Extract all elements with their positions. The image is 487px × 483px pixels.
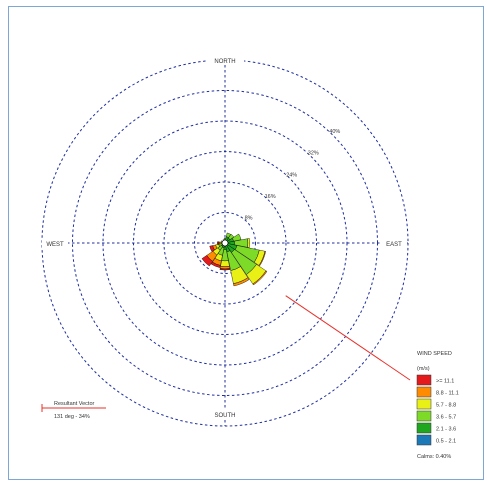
calm-center — [221, 239, 229, 247]
legend-item-label: 0.5 - 2.1 — [436, 439, 456, 445]
legend-calms: Calms: 0.40% — [417, 454, 451, 460]
compass-axes — [42, 60, 408, 426]
legend-title: WIND SPEED — [417, 351, 452, 357]
resultant-vector-key: Resultant Vector 131 deg - 34% — [41, 401, 106, 420]
petal-ESE-8-8-11-1 — [258, 251, 266, 267]
legend-swatch — [416, 410, 432, 422]
ring-label: 24% — [286, 172, 297, 178]
petal-WNW-5-7-8-8 — [220, 240, 223, 243]
ring-labels: 8% 16% 24% 32% 40% — [245, 129, 341, 221]
petal-E-5-7-8-8 — [247, 238, 250, 248]
legend-items: >= 11.1 8.8 - 11.1 5.7 - 8.8 3.6 - 5.7 2.1 -… — [416, 374, 459, 446]
west-label: WEST — [46, 242, 64, 248]
legend-item-label: 8.8 - 11.1 — [436, 391, 459, 397]
legend-item-label: 5.7 - 8.8 — [436, 403, 456, 409]
resultant-vector-label: Resultant Vector — [54, 401, 95, 407]
resultant-vector-line — [285, 295, 411, 381]
legend-item-label: >= 11.1 — [436, 379, 454, 385]
ring-label: 40% — [329, 129, 340, 135]
petal-SE-8-8-11-1 — [252, 270, 268, 286]
legend-unit: (m/s) — [417, 366, 430, 372]
ring-label: 32% — [308, 151, 319, 157]
compass-labels: NORTH SOUTH EAST WEST — [42, 55, 405, 419]
petal-S-5-7-8-8 — [220, 260, 230, 267]
south-label: SOUTH — [215, 413, 236, 419]
wind-speed-legend: WIND SPEED (m/s) >= 11.1 8.8 - 11.1 5.7 - … — [416, 351, 459, 460]
petal-SW--11-1 — [201, 255, 213, 267]
petal-W--11-1 — [217, 241, 219, 245]
east-label: EAST — [386, 242, 402, 248]
resultant-vector-value: 131 deg - 34% — [54, 414, 90, 420]
legend-swatch — [416, 434, 432, 446]
ring-label: 8% — [245, 215, 253, 221]
petal-SSE-8-8-11-1 — [233, 277, 250, 287]
legend-swatch — [416, 422, 432, 434]
petal-SSW--11-1 — [210, 261, 221, 268]
north-label: NORTH — [214, 59, 235, 65]
legend-swatch — [416, 398, 432, 410]
legend-item-label: 2.1 - 3.6 — [436, 427, 456, 433]
legend-swatch — [416, 386, 432, 398]
legend-item-label: 3.6 - 5.7 — [436, 415, 456, 421]
ring-label: 16% — [265, 194, 276, 200]
legend-swatch — [416, 374, 432, 386]
petal-S--11-1 — [219, 268, 231, 271]
petal-WSW--11-1 — [209, 245, 215, 252]
wind-petals — [201, 232, 268, 287]
petal-ENE-3-6-5-7 — [232, 233, 242, 242]
